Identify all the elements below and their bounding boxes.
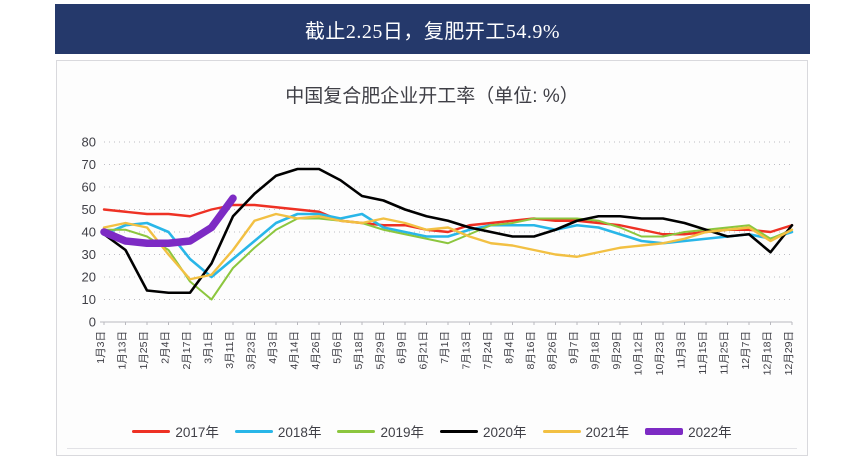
line-chart-plot: 0 10 20 30 40 50 60 70 80 1月3日 1月13日 1月25日 2月4日 2月17日…	[82, 135, 795, 376]
legend-swatch-icon	[542, 429, 581, 433]
x-axis-tick-label: 7月13日	[461, 331, 473, 370]
x-axis-tick-label: 3月23日	[246, 331, 258, 370]
chart-legend: 2017年 2018年 2019年 2020年 2021年 2022年	[57, 421, 807, 441]
x-axis-tick-label: 7月1日	[439, 331, 451, 364]
y-axis-tick-label: 80	[82, 135, 96, 150]
y-axis-tick-label: 40	[82, 225, 96, 240]
chart-title: 中国复合肥企业开工率（单位: %）	[285, 86, 579, 107]
header-banner: 截止2.25日，复肥开工54.9%	[55, 4, 810, 54]
legend-swatch-icon	[440, 429, 478, 433]
x-axis-tick-label: 12月7日	[740, 331, 752, 370]
x-axis-tick-label: 3月11日	[224, 331, 236, 369]
x-axis-tick-label: 5月29日	[375, 331, 387, 370]
x-axis-tick-label: 1月25日	[138, 331, 150, 370]
x-axis-tick-label: 11月15日	[697, 331, 709, 375]
x-axis-tick-label: 3月1日	[203, 331, 215, 364]
legend-swatch-icon	[645, 427, 684, 435]
legend-item-2021年[interactable]: 2021年	[542, 421, 630, 441]
series-line-2019年	[103, 217, 793, 301]
x-axis-tick-label: 10月23日	[654, 331, 666, 375]
x-axis-tick-label: 11月3日	[676, 331, 688, 369]
y-axis-tick-label: 10	[82, 292, 96, 307]
x-axis-tick-label: 5月6日	[332, 331, 344, 364]
chart-card: 中国复合肥企业开工率（单位: %） 0 10 20 30 40 50 60 70 80 1月3日 1…	[56, 60, 808, 456]
y-axis-tick-label: 60	[82, 180, 96, 195]
x-axis-tick-label: 9月7日	[568, 331, 580, 364]
legend-divider	[67, 448, 797, 449]
legend-label: 2020年	[483, 425, 527, 440]
x-axis-tick-label: 11月25日	[719, 331, 731, 375]
x-axis-tick-label: 9月29日	[611, 331, 623, 370]
x-axis-tick-label: 8月16日	[525, 331, 537, 370]
x-axis-tick-label: 1月13日	[117, 331, 129, 370]
header-title: 截止2.25日，复肥开工54.9%	[304, 20, 561, 43]
x-axis-tick-label: 5月18日	[353, 331, 365, 370]
x-axis-tick-label: 2月17日	[181, 331, 193, 370]
legend-item-2022年[interactable]: 2022年	[645, 421, 732, 441]
x-axis-tick-label: 1月3日	[95, 331, 107, 364]
legend-item-2019年[interactable]: 2019年	[337, 421, 424, 441]
x-axis-tick-label: 4月14日	[289, 331, 301, 370]
legend-swatch-icon	[132, 429, 171, 433]
x-axis-tick-label: 6月9日	[396, 331, 408, 364]
legend-swatch-icon	[234, 429, 273, 433]
legend-item-2020年[interactable]: 2020年	[440, 421, 527, 441]
series-line-2020年	[102, 167, 794, 295]
legend-label: 2017年	[175, 425, 219, 440]
y-axis-tick-label: 20	[82, 270, 96, 285]
x-axis-tick-label: 12月18日	[762, 331, 774, 375]
x-axis-tick-label: 4月3日	[267, 331, 279, 364]
y-axis-tick-label: 0	[89, 315, 96, 330]
x-axis-tick-label: 4月26日	[310, 331, 322, 370]
legend-item-2018年[interactable]: 2018年	[234, 421, 322, 441]
x-axis-tick-label: 10月12日	[633, 331, 645, 375]
series-line-2018年	[102, 212, 794, 279]
legend-label: 2021年	[585, 425, 630, 440]
x-axis-tick-label: 8月26日	[547, 331, 559, 370]
x-axis-tick-label: 2月4日	[160, 331, 172, 364]
x-axis-tick-label: 12月29日	[783, 331, 795, 375]
y-axis-tick-label: 30	[82, 247, 96, 262]
x-axis-tick-label: 9月18日	[590, 331, 602, 370]
legend-item-2017年[interactable]: 2017年	[132, 421, 219, 441]
y-axis-tick-label: 50	[82, 202, 96, 217]
legend-label: 2019年	[380, 425, 424, 440]
x-axis-tick-label: 8月4日	[504, 331, 516, 364]
legend-label: 2022年	[688, 425, 732, 440]
y-axis-tick-label: 70	[82, 157, 96, 172]
series-line-2022年	[100, 194, 237, 247]
legend-label: 2018年	[277, 425, 322, 440]
series-line-2021年	[102, 212, 794, 281]
x-axis-tick-label: 7月24日	[482, 331, 494, 370]
x-axis-tick-label: 6月21日	[418, 331, 430, 370]
legend-swatch-icon	[337, 429, 376, 433]
